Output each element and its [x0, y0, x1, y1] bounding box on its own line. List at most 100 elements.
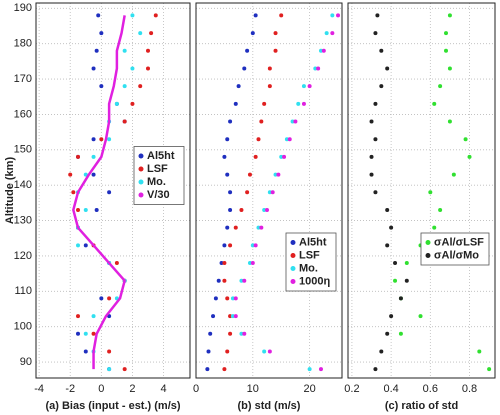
data-point — [225, 172, 230, 177]
legend-label: 1000η — [299, 275, 330, 287]
legend-marker — [290, 240, 296, 245]
data-point — [324, 31, 329, 36]
data-point — [389, 314, 394, 319]
x-axis-label: (b) std (m/s) — [238, 400, 301, 412]
data-point — [225, 296, 230, 301]
data-point — [259, 225, 264, 230]
data-point — [222, 154, 227, 159]
data-point — [296, 101, 301, 106]
data-point — [222, 243, 227, 248]
data-point — [83, 349, 88, 354]
data-point — [242, 66, 247, 71]
legend-marker — [425, 253, 431, 258]
data-point — [432, 101, 437, 106]
plot-frame — [195, 2, 343, 379]
data-point — [107, 367, 112, 372]
x-tick-label: 0 — [98, 383, 104, 395]
data-point — [216, 278, 221, 283]
data-point — [385, 207, 390, 212]
data-point — [267, 190, 272, 195]
legend-marker — [425, 240, 431, 245]
data-point — [107, 349, 112, 354]
data-point — [71, 190, 76, 195]
data-point — [225, 137, 230, 142]
y-tick-label: 120 — [14, 250, 32, 262]
legend-marker — [290, 266, 296, 271]
data-point — [228, 119, 233, 124]
data-point — [301, 101, 306, 106]
x-axis-label: (c) ratio of std — [385, 400, 458, 412]
data-point — [91, 314, 96, 319]
data-point — [228, 190, 233, 195]
data-point — [99, 84, 104, 89]
data-point — [379, 48, 384, 53]
x-tick-label: 0.2 — [344, 383, 359, 395]
data-point — [276, 172, 281, 177]
data-point — [301, 84, 306, 89]
data-point — [253, 13, 258, 18]
legend-label: σAl/σMo — [434, 249, 479, 261]
data-point — [262, 207, 267, 212]
data-point — [313, 66, 318, 71]
data-point — [404, 278, 409, 283]
data-point — [153, 13, 158, 18]
data-point — [444, 48, 448, 53]
y-tick-label: 110 — [14, 285, 32, 297]
data-point — [242, 331, 247, 336]
data-point — [83, 331, 88, 336]
data-point — [122, 367, 127, 372]
data-point — [130, 13, 135, 18]
y-tick-label: 150 — [14, 144, 32, 156]
data-point — [279, 154, 284, 159]
data-point — [225, 349, 230, 354]
data-point — [477, 349, 482, 354]
data-point — [122, 84, 127, 89]
legend-marker — [138, 179, 144, 185]
legend-label: Mo. — [147, 176, 166, 188]
x-tick-label: 4 — [160, 383, 166, 395]
data-point — [253, 154, 258, 159]
data-point — [239, 278, 244, 283]
data-point — [373, 137, 378, 142]
data-point — [245, 48, 250, 53]
data-point — [247, 261, 252, 266]
data-point — [389, 225, 394, 230]
data-point — [253, 243, 258, 248]
data-point — [114, 261, 119, 266]
data-point — [211, 314, 216, 319]
data-point — [447, 119, 452, 124]
data-point — [208, 331, 213, 336]
data-point — [76, 314, 80, 319]
data-point — [270, 190, 275, 195]
x-tick-label: 0.4 — [383, 383, 398, 395]
data-point — [99, 296, 104, 301]
data-point — [68, 172, 73, 177]
data-point — [321, 48, 326, 53]
data-point — [267, 66, 272, 71]
x-tick-label: 0.6 — [423, 383, 438, 395]
data-point — [273, 172, 278, 177]
data-point — [122, 48, 127, 53]
y-tick-label: 180 — [14, 38, 32, 50]
data-point — [385, 66, 390, 71]
data-point — [267, 84, 272, 89]
data-point — [99, 137, 104, 142]
data-point — [373, 190, 378, 195]
data-point — [83, 207, 88, 212]
data-point — [83, 243, 88, 248]
y-tick-label: 140 — [14, 179, 32, 191]
data-point — [318, 367, 323, 372]
data-point — [149, 31, 154, 36]
data-point — [463, 137, 468, 142]
y-axis-label: Altitude (km) — [4, 157, 16, 225]
data-point — [247, 172, 252, 177]
data-point — [287, 137, 292, 142]
data-point — [228, 314, 233, 319]
data-point — [91, 154, 96, 159]
data-point — [447, 13, 452, 18]
data-point — [206, 349, 211, 354]
data-point — [438, 207, 443, 212]
data-point — [138, 84, 143, 89]
